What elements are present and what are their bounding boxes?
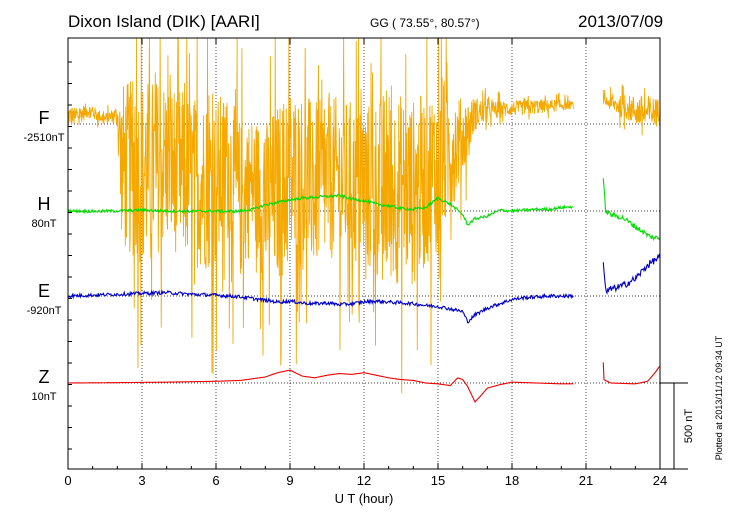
z-component-label: Z [38,367,50,387]
scale-bar-label: 500 nT [683,409,695,444]
x-tick-label: 9 [286,473,293,488]
series-group [67,37,661,403]
plotted-timestamp: Plotted at 2013/11/12 09:34 UT [714,335,724,460]
date-label: 2013/07/09 [578,12,664,31]
series-f-segment-2 [602,84,661,136]
series-z-line [67,369,574,403]
x-tick-label: 3 [138,473,145,488]
coordinates-label: GG ( 73.55°, 80.57°) [370,16,480,30]
x-axis: 0 3 6 9 12 15 18 21 24 [64,38,667,488]
x-tick-label: 6 [212,473,219,488]
e-component-label: E [37,281,50,301]
x-axis-label: U T (hour) [335,491,394,506]
x-tick-label: 0 [64,473,71,488]
x-tick-label: 18 [505,473,519,488]
station-title: Dixon Island (DIK) [AARI] [68,12,260,31]
scale-bar: 500 nT [660,382,695,470]
f-component-label: F [38,108,50,128]
series-h-segment-2 [602,178,661,242]
series-e-line [67,289,574,324]
x-tick-label: 21 [579,473,593,488]
series-e-segment-2 [602,253,661,296]
x-tick-label: 12 [357,473,371,488]
z-baseline-label: 10nT [31,391,57,403]
h-component-label: H [37,194,51,214]
f-baseline-label: -2510nT [23,132,65,144]
series-z-segment-2 [602,362,660,385]
x-tick-label: 15 [431,473,445,488]
e-baseline-label: -920nT [26,305,62,317]
h-baseline-label: 80nT [31,218,57,230]
series-h-line [67,193,574,226]
x-tick-label: 24 [653,473,667,488]
series-f-line [67,37,574,394]
